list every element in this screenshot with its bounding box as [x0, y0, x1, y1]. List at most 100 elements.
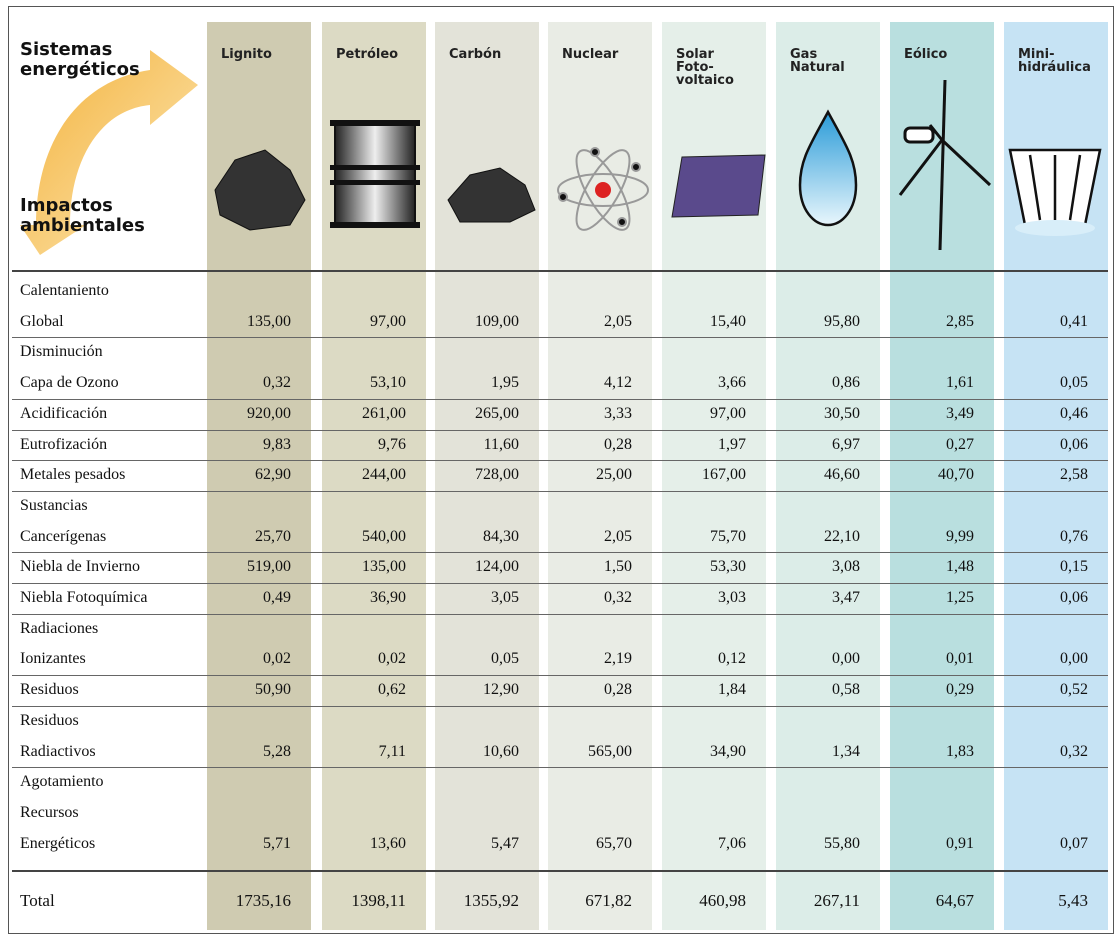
cell-value: 65,70 — [596, 834, 632, 852]
cell-value: 3,08 — [832, 558, 860, 576]
total-value: 671,82 — [585, 891, 632, 910]
cell-value: 265,00 — [475, 404, 519, 422]
cell-value: 36,90 — [370, 589, 406, 606]
cell-value: 0,06 — [1060, 435, 1088, 453]
total-label: Total — [20, 891, 55, 910]
row-label: Cancerígenas — [20, 527, 107, 545]
cell-value: 12,90 — [483, 681, 519, 699]
total-value: 1355,92 — [463, 891, 519, 910]
row-label: Niebla de Invierno — [20, 558, 140, 576]
cell-value: 2,05 — [604, 527, 632, 545]
total-value: 460,98 — [699, 891, 746, 910]
row-label: Niebla Fotoquímica — [20, 589, 148, 606]
dam-icon — [1008, 148, 1102, 236]
column-header: Mini- — [1018, 47, 1055, 62]
cell-value: 1,48 — [946, 558, 974, 576]
cell-value: 0,58 — [832, 681, 860, 699]
row-label: Disminución — [20, 343, 103, 361]
cell-value: 2,19 — [604, 650, 632, 668]
arrow — [20, 50, 198, 255]
cell-value: 0,02 — [378, 650, 406, 668]
column-header: Natural — [790, 60, 845, 75]
cell-value: 50,90 — [255, 681, 291, 699]
cell-value: 0,32 — [1060, 742, 1088, 760]
column-header: hidráulica — [1018, 60, 1091, 75]
column-header: voltaico — [676, 73, 734, 88]
corner-top: Sistemas energéticos — [20, 40, 140, 80]
icons — [20, 50, 1102, 255]
cell-value: 0,07 — [1060, 834, 1088, 852]
cell-value: 1,34 — [832, 742, 860, 760]
cell-value: 0,86 — [832, 374, 860, 392]
cell-value: 15,40 — [710, 312, 746, 330]
lignite-icon — [214, 149, 306, 231]
cell-value: 124,00 — [475, 558, 519, 576]
cell-value: 9,76 — [378, 435, 406, 453]
column-header: Solar — [676, 47, 714, 62]
cell-value: 5,28 — [263, 742, 291, 760]
cell-value: 0,05 — [1060, 374, 1088, 392]
cell-value: 75,70 — [710, 527, 746, 545]
cell-value: 519,00 — [247, 558, 291, 576]
cell-value: 0,29 — [946, 681, 974, 699]
row-label: Radiactivos — [20, 742, 96, 760]
cell-value: 565,00 — [588, 742, 632, 760]
cell-value: 0,46 — [1060, 404, 1088, 422]
cell-value: 2,05 — [604, 312, 632, 330]
row-separator — [12, 398, 1108, 400]
cell-value: 13,60 — [370, 834, 406, 852]
cell-value: 0,00 — [1060, 650, 1088, 668]
cell-value: 1,97 — [718, 435, 746, 453]
cell-value: 0,28 — [604, 681, 632, 699]
cell-value: 261,00 — [362, 404, 406, 422]
cell-value: 0,05 — [491, 650, 519, 668]
row-label: Metales pesados — [20, 466, 126, 484]
cell-value: 2,58 — [1060, 466, 1088, 484]
row-separator — [12, 460, 1108, 462]
row-label: Calentaniento — [20, 282, 109, 299]
cell-value: 40,70 — [938, 466, 974, 484]
cell-value: 540,00 — [362, 527, 406, 545]
cell-value: 3,03 — [718, 589, 746, 606]
corner-text: energéticos — [20, 59, 140, 80]
cell-value: 7,11 — [378, 742, 406, 760]
cell-value: 0,02 — [263, 650, 291, 668]
total-value: 1398,11 — [351, 891, 406, 910]
cell-value: 167,00 — [702, 466, 746, 484]
row-label: Acidificación — [20, 404, 108, 422]
cell-value: 109,00 — [475, 312, 519, 330]
row-label: Global — [20, 312, 64, 330]
cell-value: 55,80 — [824, 834, 860, 852]
cell-value: 5,71 — [263, 834, 291, 852]
cell-value: 53,10 — [370, 374, 406, 392]
cell-value: 3,33 — [604, 404, 632, 422]
cell-value: 97,00 — [710, 404, 746, 422]
cell-value: 0,00 — [832, 650, 860, 668]
row-label: Radiaciones — [20, 619, 99, 637]
cell-value: 0,12 — [718, 650, 746, 668]
row-separator — [12, 337, 1108, 339]
drop-icon — [798, 109, 858, 227]
corner-bottom: Impactos ambientales — [20, 196, 145, 236]
atom-icon — [557, 147, 649, 231]
cell-value: 0,32 — [604, 589, 632, 606]
cell-value: 4,12 — [604, 374, 632, 392]
corner-text: Sistemas — [20, 39, 113, 60]
column-header: Nuclear — [562, 47, 619, 62]
header-rule — [12, 270, 1108, 272]
cell-value: 135,00 — [362, 558, 406, 576]
column-header: Gas — [790, 47, 818, 62]
row-separator — [12, 490, 1108, 492]
cell-value: 1,50 — [604, 558, 632, 576]
cell-value: 0,41 — [1060, 312, 1088, 330]
row-label: Recursos — [20, 803, 79, 821]
cell-value: 11,60 — [483, 435, 519, 453]
cell-value: 0,76 — [1060, 527, 1088, 545]
row-separator — [12, 613, 1108, 615]
column-header: Eólico — [904, 47, 948, 62]
cell-value: 0,91 — [946, 834, 974, 852]
total-value: 64,67 — [935, 891, 974, 910]
cell-value: 135,00 — [247, 312, 291, 330]
row-label: Eutrofización — [20, 435, 108, 453]
